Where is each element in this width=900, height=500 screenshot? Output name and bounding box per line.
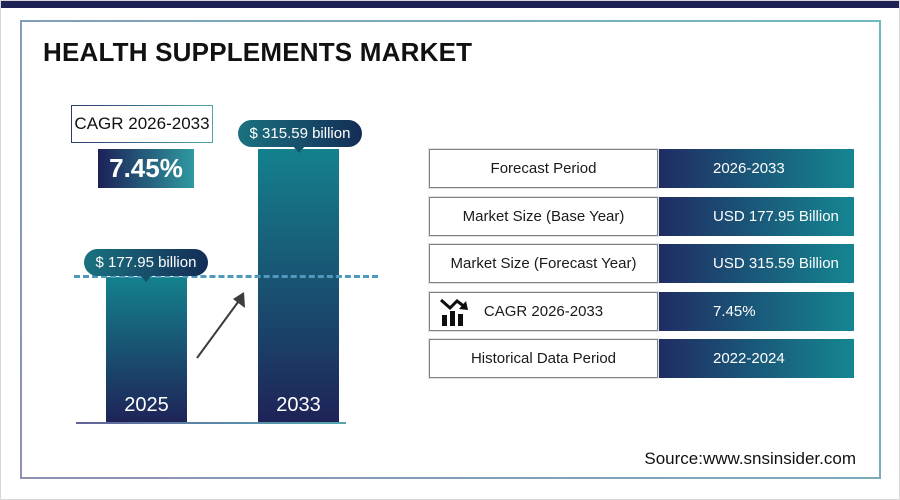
bar-2025: 2025	[106, 277, 187, 423]
table-row: Market Size (Forecast Year) USD 315.59 B…	[428, 243, 854, 284]
row-label: CAGR 2026-2033	[428, 291, 659, 332]
chart-baseline	[76, 422, 346, 424]
row-label: Market Size (Base Year)	[428, 196, 659, 237]
row-label: Forecast Period	[428, 148, 659, 189]
row-value: USD 315.59 Billion	[658, 244, 854, 283]
bar-2033: 2033	[258, 149, 339, 423]
growth-arrow-icon	[196, 292, 245, 359]
bar-year-label-2025: 2025	[124, 394, 169, 416]
top-accent-bar	[1, 1, 899, 8]
row-value: 7.45%	[658, 292, 854, 331]
reference-dashed-line	[74, 275, 378, 278]
callout-pointer-2033	[292, 145, 306, 153]
table-row: CAGR 2026-2033 7.45%	[428, 291, 854, 332]
bar-value-callout-2033: $ 315.59 billion	[238, 120, 362, 147]
table-row: Forecast Period 2026-2033	[428, 148, 854, 189]
growth-chart-icon	[440, 298, 468, 326]
row-label: Market Size (Forecast Year)	[428, 243, 659, 284]
bar-value-callout-2025: $ 177.95 billion	[84, 249, 208, 276]
table-row: Historical Data Period 2022-2024	[428, 338, 854, 379]
row-value: USD 177.95 Billion	[658, 197, 854, 236]
row-value: 2026-2033	[658, 149, 854, 188]
table-row: Market Size (Base Year) USD 177.95 Billi…	[428, 196, 854, 237]
page-title: HEALTH SUPPLEMENTS MARKET	[43, 37, 473, 67]
row-value: 2022-2024	[658, 339, 854, 378]
cagr-value-box: 7.45%	[98, 149, 194, 188]
cagr-period-box: CAGR 2026-2033	[71, 105, 213, 143]
bar-year-label-2033: 2033	[276, 394, 321, 416]
row-label: Historical Data Period	[428, 338, 659, 379]
callout-pointer-2025	[139, 274, 153, 282]
row-label-text: CAGR 2026-2033	[483, 303, 604, 320]
source-credit: Source:www.snsinsider.com	[644, 449, 856, 468]
